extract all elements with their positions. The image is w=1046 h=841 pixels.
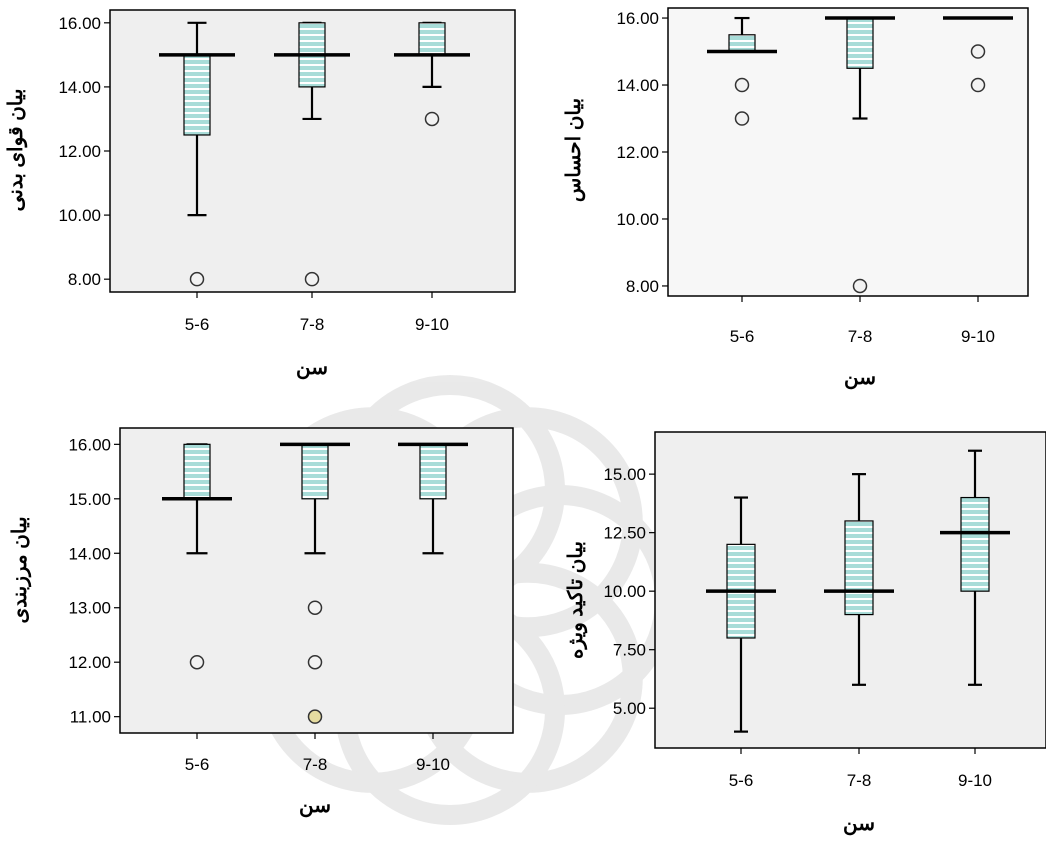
y-axis-title: بیان قوای بدنی: [5, 89, 28, 212]
x-category-label: 9-10: [961, 327, 995, 346]
y-tick-label: 13.00: [68, 599, 111, 618]
x-category-label: 9-10: [416, 755, 450, 774]
x-category-label: 5-6: [730, 327, 755, 346]
y-tick-label: 12.00: [58, 142, 101, 161]
x-category-label: 7-8: [848, 327, 873, 346]
y-tick-label: 12.00: [68, 653, 111, 672]
x-category-label: 9-10: [958, 771, 992, 790]
y-tick-label: 10.00: [603, 582, 646, 601]
y-tick-label: 16.00: [616, 9, 659, 28]
box-9-10: [940, 449, 1010, 686]
y-tick-label: 14.00: [616, 76, 659, 95]
box-5-6: [706, 496, 776, 733]
box-7-8: [824, 473, 894, 686]
outlier-point: [307, 709, 323, 724]
iqr-box: [183, 54, 211, 136]
x-category-label: 5-6: [185, 315, 210, 334]
y-tick-label: 16.00: [58, 14, 101, 33]
x-category-label: 7-8: [303, 755, 328, 774]
outlier-point: [189, 654, 205, 670]
y-tick-label: 11.00: [70, 708, 111, 727]
y-tick-label: 15.00: [68, 490, 111, 509]
box-5-6: [159, 21, 235, 287]
iqr-box: [844, 520, 874, 616]
x-category-label: 5-6: [729, 771, 754, 790]
outlier-point: [307, 600, 323, 615]
outlier-point: [734, 111, 750, 126]
outlier-point: [307, 654, 323, 670]
box-5-6: [707, 16, 777, 126]
iqr-box: [183, 443, 211, 500]
y-tick-label: 10.00: [616, 210, 659, 229]
outlier-point: [424, 111, 440, 127]
y-axis-title: بیان مرزبندی: [9, 516, 32, 623]
y-tick-label: 8.00: [626, 277, 659, 296]
y-tick-label: 12.50: [603, 524, 646, 543]
outlier-point: [970, 44, 986, 59]
y-tick-label: 16.00: [68, 435, 111, 454]
outlier-point: [852, 278, 868, 294]
x-axis-title: سن: [299, 795, 331, 818]
iqr-box: [960, 496, 990, 592]
iqr-box: [301, 443, 329, 500]
x-axis-title: سن: [843, 813, 875, 836]
outlier-point: [304, 271, 320, 287]
outlier-point: [189, 271, 205, 287]
box-9-10: [398, 442, 468, 555]
y-tick-label: 12.00: [616, 143, 659, 162]
y-tick-label: 8.00: [68, 270, 101, 289]
y-tick-label: 5.00: [613, 699, 646, 718]
y-tick-label: 14.00: [58, 78, 101, 97]
box-9-10: [394, 21, 470, 127]
x-category-label: 7-8: [300, 315, 325, 334]
box-7-8: [280, 442, 350, 724]
x-axis-title: سن: [296, 357, 328, 380]
box-9-10: [943, 16, 1013, 93]
x-axis-title: سن: [844, 367, 876, 390]
y-tick-label: 15.00: [603, 465, 646, 484]
y-tick-label: 7.50: [613, 641, 646, 660]
iqr-box: [846, 17, 874, 69]
iqr-box: [418, 22, 446, 56]
box-5-6: [162, 443, 232, 670]
x-category-label: 7-8: [847, 771, 872, 790]
x-category-label: 9-10: [415, 315, 449, 334]
x-category-label: 5-6: [185, 755, 210, 774]
box-7-8: [825, 16, 895, 294]
box-7-8: [274, 21, 350, 287]
y-tick-label: 14.00: [68, 544, 111, 563]
y-axis-title: بیان تاکید ویژه: [565, 541, 588, 659]
y-axis-title: بیان احساس: [563, 98, 586, 202]
outlier-point: [734, 77, 750, 93]
outlier-point: [970, 77, 986, 93]
y-tick-label: 10.00: [58, 206, 101, 225]
